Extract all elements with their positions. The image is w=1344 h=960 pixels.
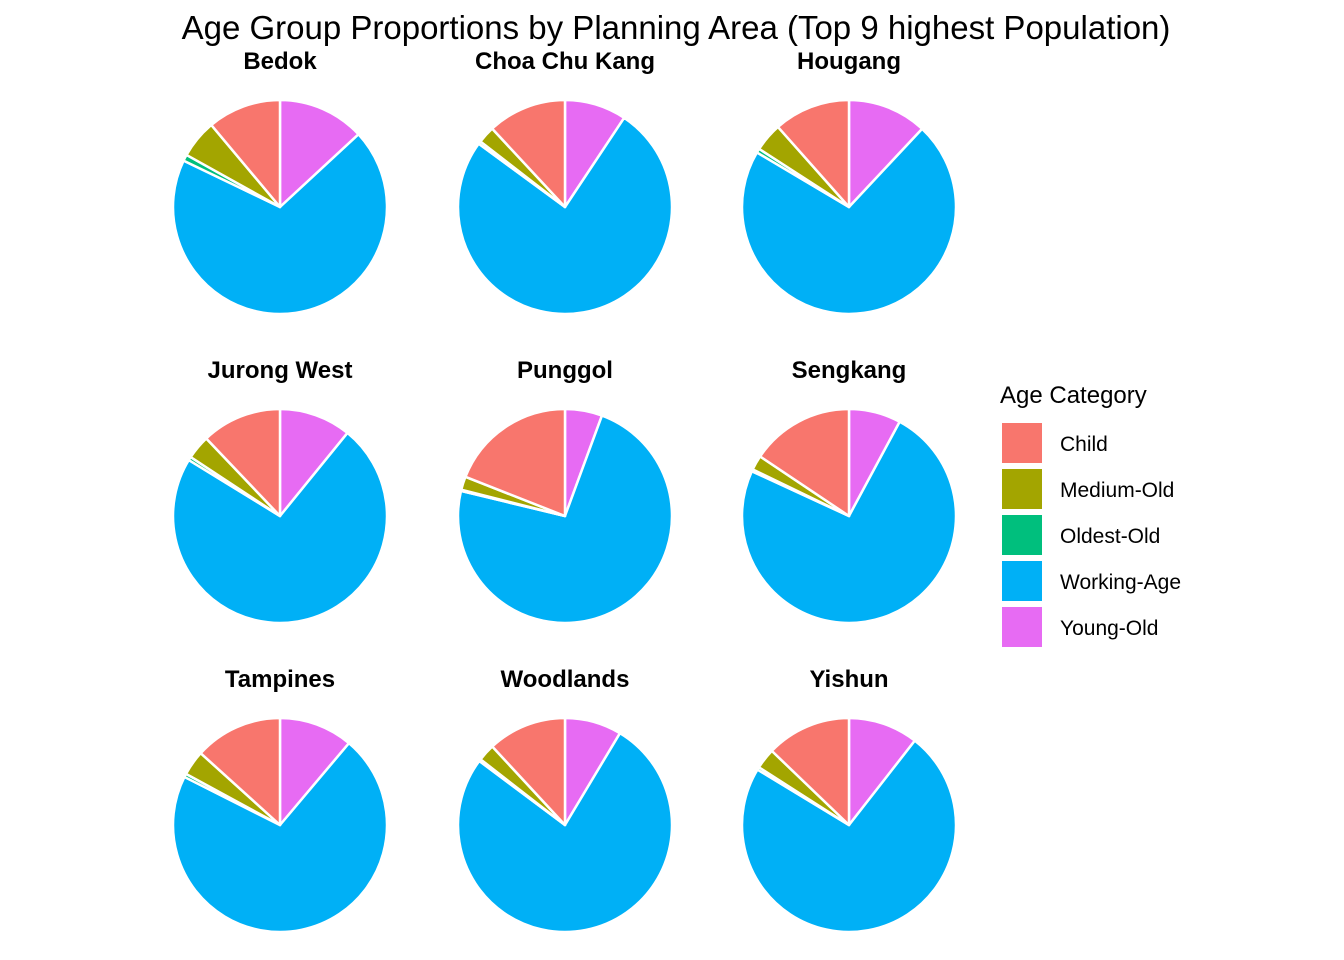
facet-label: Woodlands (501, 666, 630, 693)
pie-slice-young-old (278, 407, 349, 518)
pie-slice-child (758, 407, 851, 518)
legend-item-child: Child (1002, 423, 1108, 463)
pie-slice-working-age (171, 741, 389, 934)
legend-swatch (1002, 561, 1042, 601)
facet-label: Tampines (225, 666, 335, 693)
legend-title: Age Category (1000, 382, 1147, 409)
facet-yishun: Yishun (740, 666, 958, 934)
legend-label: Working-Age (1060, 571, 1181, 594)
facet-woodlands: Woodlands (456, 666, 674, 934)
facet-choa-chu-kang: Choa Chu Kang (456, 48, 674, 316)
facet-hougang: Hougang (740, 48, 958, 316)
pie-slice-working-age (740, 420, 958, 625)
pie-slice-working-age (740, 127, 958, 316)
legend-label: Medium-Old (1060, 479, 1174, 502)
legend: Age Category Child Medium-Old Oldest-Old Wo… (1000, 382, 1181, 647)
pie-slice-child (491, 716, 567, 827)
facet-jurong-west: Jurong West (171, 357, 389, 625)
facet-bedok: Bedok (171, 48, 389, 316)
pie-slice-young-old (847, 98, 924, 209)
pie-slice-working-age (171, 431, 389, 625)
pie-slice-working-age (456, 731, 674, 934)
legend-swatch (1002, 423, 1042, 463)
pie-slice-child (464, 407, 567, 518)
pie-slice-working-age (171, 133, 389, 316)
facet-punggol: Punggol (456, 357, 674, 625)
pie-slice-working-age (740, 739, 958, 934)
legend-item-oldest-old: Oldest-Old (1002, 515, 1160, 555)
facet-label: Yishun (809, 666, 888, 693)
pie-slice-child (199, 716, 282, 827)
legend-item-working-age: Working-Age (1002, 561, 1181, 601)
legend-swatch (1002, 515, 1042, 555)
legend-items: Child Medium-Old Oldest-Old Working-Age Youn… (1002, 423, 1181, 647)
pie-slice-child (490, 98, 567, 209)
facet-grid: Bedok Choa Chu Kang Hougang Jurong West Pung… (171, 48, 958, 934)
pie-slice-working-age (456, 414, 674, 625)
pie-slice-child (210, 98, 282, 209)
facet-label: Bedok (243, 48, 317, 75)
facet-label: Sengkang (792, 357, 907, 384)
facet-label: Choa Chu Kang (475, 48, 655, 75)
legend-swatch (1002, 607, 1042, 647)
legend-label: Young-Old (1060, 617, 1158, 640)
legend-label: Child (1060, 433, 1108, 456)
pie-slice-working-age (456, 116, 674, 316)
pie-slice-child (770, 716, 851, 827)
chart-title: Age Group Proportions by Planning Area (… (182, 9, 1171, 46)
pie-slice-child (776, 98, 851, 209)
legend-label: Oldest-Old (1060, 525, 1160, 548)
facet-label: Jurong West (208, 357, 353, 384)
pie-slice-young-old (847, 716, 917, 827)
facet-label: Punggol (517, 357, 613, 384)
pie-slice-young-old (278, 98, 360, 209)
facet-tampines: Tampines (171, 666, 389, 934)
legend-item-medium-old: Medium-Old (1002, 469, 1174, 509)
facet-label: Hougang (797, 48, 901, 75)
legend-swatch (1002, 469, 1042, 509)
legend-item-young-old: Young-Old (1002, 607, 1158, 647)
facet-sengkang: Sengkang (740, 357, 958, 625)
pie-slice-young-old (278, 716, 351, 827)
pie-slice-child (205, 407, 282, 518)
